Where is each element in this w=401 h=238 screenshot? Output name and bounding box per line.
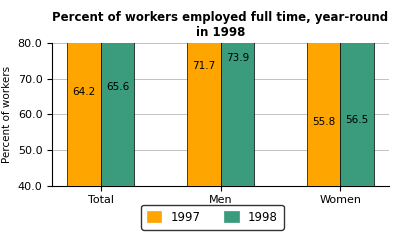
Legend: 1997, 1998: 1997, 1998 xyxy=(141,205,284,230)
Text: 71.7: 71.7 xyxy=(192,61,215,71)
Text: 55.8: 55.8 xyxy=(312,117,335,128)
Y-axis label: Percent of workers: Percent of workers xyxy=(2,66,12,163)
Title: Percent of workers employed full time, year-round
in 1998: Percent of workers employed full time, y… xyxy=(53,11,389,39)
Text: 73.9: 73.9 xyxy=(226,53,249,63)
Bar xyxy=(101,0,134,186)
Bar xyxy=(67,0,101,186)
Text: 65.6: 65.6 xyxy=(106,82,129,93)
Bar xyxy=(340,0,374,186)
Bar xyxy=(187,0,221,186)
Text: 64.2: 64.2 xyxy=(73,87,96,97)
Text: 56.5: 56.5 xyxy=(345,115,369,125)
Bar xyxy=(307,0,340,186)
Bar xyxy=(221,0,254,186)
